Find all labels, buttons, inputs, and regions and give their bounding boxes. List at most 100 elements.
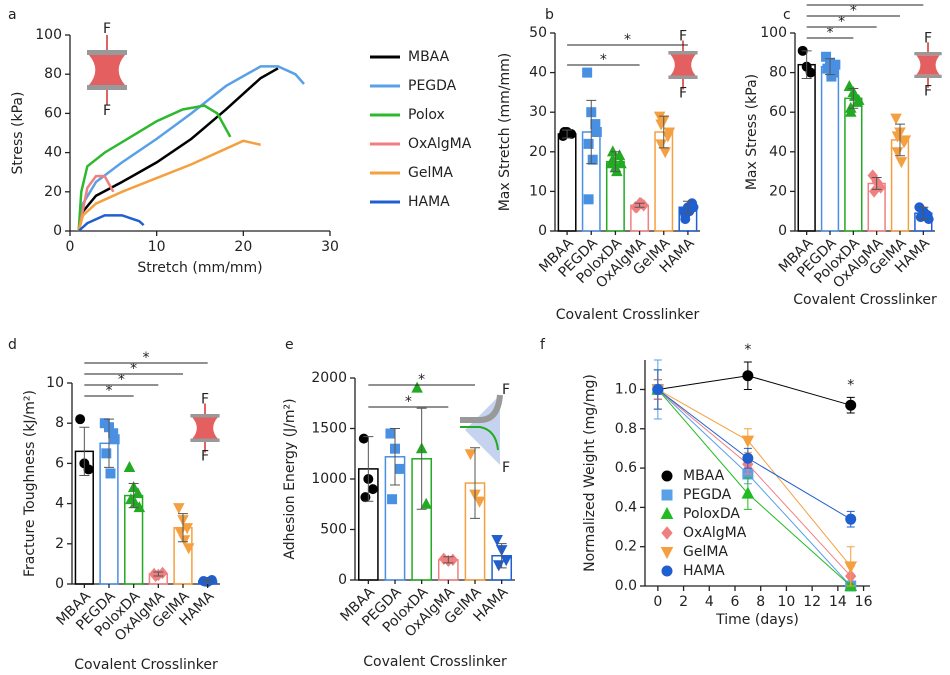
- force-label: F: [679, 86, 687, 102]
- error-bar: [443, 556, 454, 564]
- plate: [668, 51, 698, 55]
- legend-swatch: [661, 470, 673, 482]
- y-tick-label: 2: [55, 536, 64, 552]
- data-point: [741, 435, 755, 448]
- y-tick-label: 0.0: [615, 578, 637, 594]
- bar: [844, 97, 863, 232]
- x-tick-label: 0: [66, 239, 75, 255]
- legend-label: MBAA: [683, 468, 725, 484]
- data-point: [688, 202, 699, 213]
- peel-gel: [460, 426, 499, 451]
- error-bar: [634, 202, 645, 208]
- y-tick-label: 500: [320, 522, 347, 538]
- panel-label: e: [285, 337, 294, 353]
- force-label: F: [924, 30, 932, 46]
- gel-sample: [89, 55, 125, 85]
- legend-label: MBAA: [408, 49, 450, 65]
- bar: [557, 133, 577, 232]
- series-line: [77, 174, 115, 232]
- error-bar: [895, 123, 905, 157]
- significance-star: *: [106, 383, 113, 399]
- data-point: [844, 561, 858, 574]
- y-axis-title: Adhesion Energy (J/m²): [282, 398, 298, 559]
- data-point: [473, 496, 486, 508]
- plate: [87, 85, 127, 90]
- data-point: [845, 399, 857, 411]
- significance-star: *: [130, 361, 137, 377]
- y-tick-label: 0: [538, 223, 547, 239]
- y-tick-label: 1500: [311, 421, 347, 437]
- data-point: [105, 468, 116, 479]
- y-tick-label: 100: [760, 25, 787, 41]
- data-point: [387, 494, 398, 505]
- data-point: [899, 135, 912, 147]
- data-point: [491, 535, 503, 547]
- y-tick-label: 8: [55, 415, 64, 431]
- error-bar: [363, 436, 374, 502]
- gel-sample: [670, 54, 696, 76]
- legend-swatch: [661, 526, 673, 540]
- error-bar: [825, 58, 835, 76]
- y-tick-label: 0.8: [615, 421, 637, 437]
- x-tick-label: 30: [321, 239, 339, 255]
- series-line: [77, 214, 145, 232]
- error-bar: [801, 50, 812, 80]
- series-line: [77, 104, 232, 232]
- y-tick-label: 60: [769, 104, 787, 120]
- gel-sample: [916, 55, 940, 75]
- series-line: [657, 375, 851, 406]
- data-point: [615, 157, 627, 169]
- y-tick-label: 0: [338, 572, 347, 588]
- force-label: F: [201, 391, 209, 407]
- y-tick-label: 2000: [311, 370, 347, 386]
- force-label: F: [924, 84, 932, 100]
- legend-label: HAMA: [683, 563, 725, 579]
- y-axis-title: Normalized Weight (mg/mg): [582, 374, 598, 572]
- force-label: F: [201, 449, 209, 465]
- x-tick-label: 8: [756, 594, 765, 610]
- force-label: F: [103, 21, 111, 37]
- x-axis-title: Stretch (mm/mm): [137, 260, 262, 276]
- inset-icon: FF: [914, 30, 942, 100]
- plate: [190, 438, 220, 442]
- significance-star: *: [118, 372, 125, 388]
- y-tick-label: 30: [529, 104, 547, 120]
- data-point: [845, 513, 857, 525]
- bar: [820, 65, 840, 232]
- y-tick-label: 80: [769, 65, 787, 81]
- y-tick-label: 0.2: [615, 539, 637, 555]
- legend-label: Polox: [408, 107, 445, 123]
- data-point: [75, 414, 86, 425]
- x-tick-label: 4: [705, 594, 714, 610]
- force-label: F: [502, 460, 510, 476]
- data-point: [680, 214, 691, 225]
- error-bar: [918, 206, 929, 220]
- data-point: [830, 59, 841, 70]
- data-point: [583, 194, 594, 205]
- legend-label: PoloxDA: [683, 506, 740, 522]
- data-point: [844, 105, 857, 117]
- data-point: [606, 145, 619, 157]
- y-axis-title: Stress (kPa): [10, 92, 26, 175]
- force-label: F: [502, 382, 510, 398]
- y-tick-label: 0: [55, 576, 64, 592]
- error-bar: [848, 87, 859, 109]
- data-point: [591, 127, 602, 137]
- panel-label: c: [783, 7, 791, 23]
- data-point: [742, 452, 754, 464]
- error-bar: [682, 200, 693, 214]
- significance-star: *: [827, 25, 834, 41]
- data-point: [652, 383, 664, 395]
- data-point: [852, 93, 865, 105]
- data-point: [182, 543, 195, 555]
- data-point: [659, 147, 671, 159]
- error-bar: [390, 428, 400, 486]
- y-tick-label: 50: [529, 25, 547, 41]
- data-point: [492, 560, 505, 572]
- y-tick-label: 10: [529, 183, 547, 199]
- data-point: [742, 370, 754, 382]
- data-point: [178, 535, 191, 547]
- y-axis-title: Fracture Toughness (kJ/m²): [22, 390, 38, 577]
- legend-label: HAMA: [408, 194, 450, 210]
- data-point: [826, 71, 837, 82]
